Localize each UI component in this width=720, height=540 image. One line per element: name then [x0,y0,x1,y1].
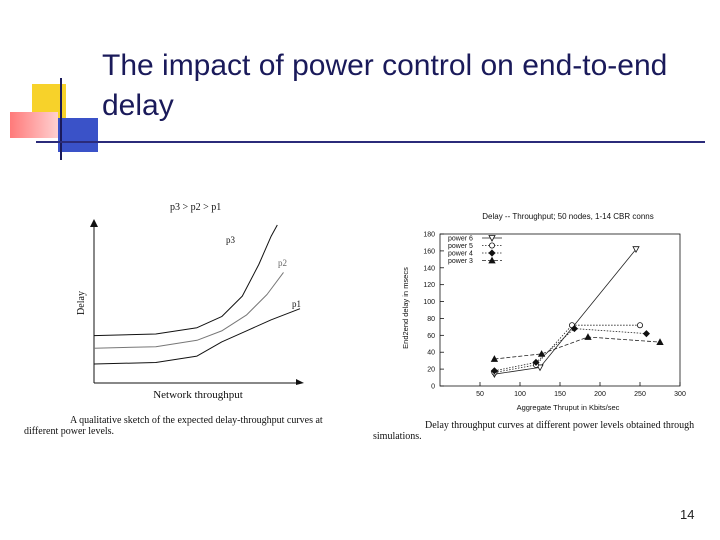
chart2-xtick-label: 150 [554,391,566,398]
chart2-ytick-label: 100 [423,299,435,306]
chart2-ytick-label: 160 [423,248,435,255]
left-figure-caption: A qualitative sketch of the expected del… [24,415,323,437]
chart1-y-label: Delay [76,291,87,315]
curve-label-p3: p3 [226,235,236,245]
chart1-y-axis-arrow [90,219,98,227]
curve-label-p1: p1 [292,299,301,309]
chart2-ytick-label: 40 [427,350,435,357]
chart2-title: Delay -- Throughput; 50 nodes, 1-14 CBR … [482,212,654,221]
chart2-xtick-label: 200 [594,391,606,398]
chart2-ytick-label: 120 [423,282,435,289]
chart2-point-power-3 [490,355,499,362]
title-underline [36,141,705,143]
chart2-point-power-3 [537,350,546,357]
chart2-line-power-4 [494,328,647,372]
chart2-legend-marker [488,256,496,264]
corner-vline [60,78,62,160]
chart1-x-label: Network throughput [153,389,243,401]
chart2-point-power-5 [636,322,643,329]
curve-label-p2: p2 [278,258,287,268]
chart2-xtick-label: 300 [674,391,686,398]
chart2-point-power-6 [632,246,640,254]
page-number: 14 [680,507,695,522]
chart2-point-power-4 [532,358,540,366]
corner-square-red [10,112,58,138]
chart2-xtick-label: 100 [514,391,526,398]
chart2-legend-label: power 4 [448,251,473,258]
chart2-legend-marker [489,242,496,249]
chart2-ytick-label: 140 [423,265,435,272]
chart2-ytick-label: 180 [423,232,435,239]
chart2-legend-marker [488,249,496,257]
right-figure-caption: Delay throughput curves at different pow… [373,420,695,442]
sketch-curve-p1 [93,308,301,365]
chart2-point-power-3 [584,333,592,340]
sketch-curve-p2 [93,272,284,349]
slide-title: The impact of power control on end-to-en… [102,49,668,122]
chart2-ytick-label: 60 [427,333,435,340]
sketch-curve-p3 [93,224,278,337]
chart2-ytick-label: 0 [431,384,435,391]
chart2-point-power-3 [656,338,664,345]
chart1-header: p3 > p2 > p1 [170,202,221,213]
chart2-legend-marker [488,235,496,242]
qualitative-delay-throughput-chart: p3 > p2 > p1 Delay Network throughput p3… [76,202,304,401]
chart2-ytick-label: 80 [427,316,435,323]
chart2-plot-frame [439,233,681,387]
corner-square-blue [58,118,98,152]
chart1-x-axis-arrow [296,379,304,385]
chart2-ytick-label: 20 [427,367,435,374]
chart2-xtick-label: 250 [634,391,646,398]
simulation-delay-throughput-chart: Delay -- Throughput; 50 nodes, 1-14 CBR … [401,212,686,412]
chart2-point-power-4 [642,330,650,338]
chart2-point-power-4 [490,367,498,375]
chart2-xtick-label: 50 [476,391,484,398]
chart2-legend-label: power 6 [448,236,473,243]
chart2-legend-label: power 5 [448,243,473,250]
chart2-legend-label: power 3 [448,258,473,265]
chart2-point-power-4 [570,325,578,333]
chart2-y-label: End2end delay in msecs [401,267,410,349]
chart2-line-power-6 [494,248,637,375]
chart2-line-power-5 [494,324,640,373]
chart2-x-label: Aggregate Thruput in Kbits/sec [517,403,620,412]
chart2-line-power-3 [494,336,661,360]
